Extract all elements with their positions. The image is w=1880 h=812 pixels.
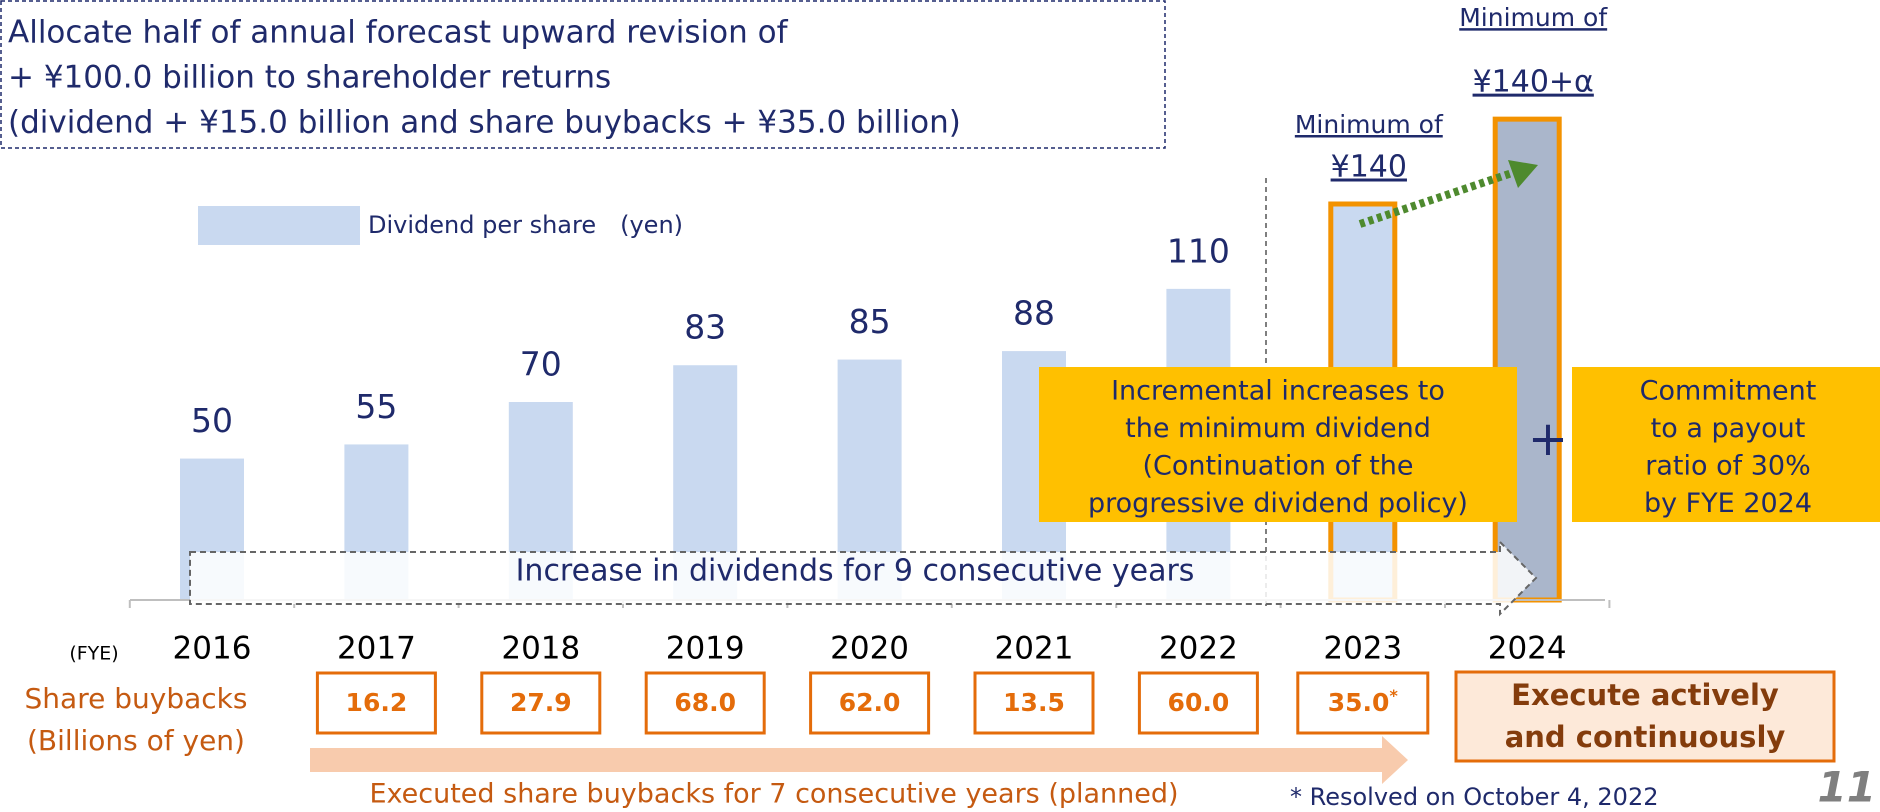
bar-note: Minimum of (1295, 110, 1444, 139)
buyback-value-text: 35.0 (1328, 688, 1390, 717)
x-tick-label: 2022 (1159, 631, 1238, 667)
policy-box (1039, 367, 1517, 522)
buyback-box (809, 671, 931, 735)
policy-text: by FYE 2024 (1644, 488, 1812, 519)
x-tick-label: 2018 (501, 631, 580, 667)
buyback-box (1137, 671, 1259, 735)
buyback-box (480, 671, 602, 735)
x-tick-label: 2024 (1488, 631, 1567, 667)
x-tick-label: 2020 (830, 631, 909, 667)
buyback-value: 13.5 (1003, 688, 1065, 717)
bar-note: Minimum of (1459, 3, 1608, 32)
bar (1492, 116, 1562, 603)
buyback-value-text: 62.0 (839, 688, 901, 717)
x-tick-label: 2021 (995, 631, 1074, 667)
value-label: 110 (1167, 231, 1230, 270)
buyback-box (1296, 671, 1430, 735)
value-label: 83 (684, 308, 726, 347)
execute-text: Execute actively (1511, 678, 1779, 712)
callout-text: (dividend + ¥15.0 billion and share buyb… (8, 105, 961, 141)
x-tick-label: 2016 (173, 631, 252, 667)
x-tick-label: 2017 (337, 631, 416, 667)
policy-text: Incremental increases to (1111, 376, 1445, 407)
policy-text: to a payout (1651, 413, 1806, 444)
buyback-arrow-text: Executed share buybacks for 7 consecutiv… (369, 779, 1178, 810)
x-tick-label: 2019 (666, 631, 745, 667)
value-label: 85 (849, 302, 891, 341)
plus-sign: + (1528, 411, 1568, 467)
policy-text: the minimum dividend (1125, 413, 1431, 444)
buyback-box (973, 671, 1095, 735)
buyback-value-text: 16.2 (346, 688, 408, 717)
trend-arrow-head (1508, 160, 1538, 188)
value-label: 50 (191, 401, 233, 440)
legend-swatch (198, 206, 360, 245)
policy-text: (Continuation of the (1142, 451, 1413, 482)
buyback-value: 27.9 (510, 688, 572, 717)
value-label: 70 (520, 345, 562, 384)
buyback-value-text: 60.0 (1168, 688, 1230, 717)
footnote-mark: * (1389, 686, 1398, 705)
buyback-value: 35.0* (1328, 686, 1399, 718)
buyback-value: 16.2 (346, 688, 408, 717)
buyback-value-text: 27.9 (510, 688, 572, 717)
x-tick-label: 2023 (1323, 631, 1402, 667)
buyback-box (315, 671, 437, 735)
dividend-arrow (189, 539, 1538, 617)
trend-arrow (1358, 168, 1517, 228)
buyback-arrow (310, 736, 1408, 784)
value-label: 55 (355, 387, 397, 426)
callout-text: + ¥100.0 billion to shareholder returns (8, 60, 611, 96)
buyback-unit: (Billions of yen) (27, 724, 245, 757)
policy-text: Commitment (1640, 376, 1817, 407)
buyback-value-text: 13.5 (1003, 688, 1065, 717)
buyback-value: 62.0 (839, 688, 901, 717)
policy-box (1572, 367, 1880, 522)
page-number: 11 (1818, 763, 1876, 812)
callout-text: Allocate half of annual forecast upward … (8, 15, 789, 51)
callout-box (0, 0, 1166, 149)
dividend-arrow-text: Increase in dividends for 9 consecutive … (516, 554, 1195, 589)
policy-text: progressive dividend policy) (1088, 488, 1468, 519)
buyback-value-text: 68.0 (674, 688, 736, 717)
buyback-label: Share buybacks (25, 682, 248, 715)
x-axis-label: (FYE) (69, 643, 118, 665)
execute-text: and continuously (1505, 720, 1786, 754)
value-label: ¥140 (1331, 150, 1407, 185)
footnote: * Resolved on October 4, 2022 (1290, 783, 1658, 811)
execute-box (1454, 670, 1836, 763)
legend-label: Dividend per share (yen) (368, 211, 683, 239)
buyback-value: 68.0 (674, 688, 736, 717)
policy-text: ratio of 30% (1645, 451, 1810, 482)
buyback-box (644, 671, 766, 735)
buyback-value: 60.0 (1168, 688, 1230, 717)
value-label: ¥140+α (1473, 65, 1594, 100)
value-label: 88 (1013, 294, 1055, 333)
